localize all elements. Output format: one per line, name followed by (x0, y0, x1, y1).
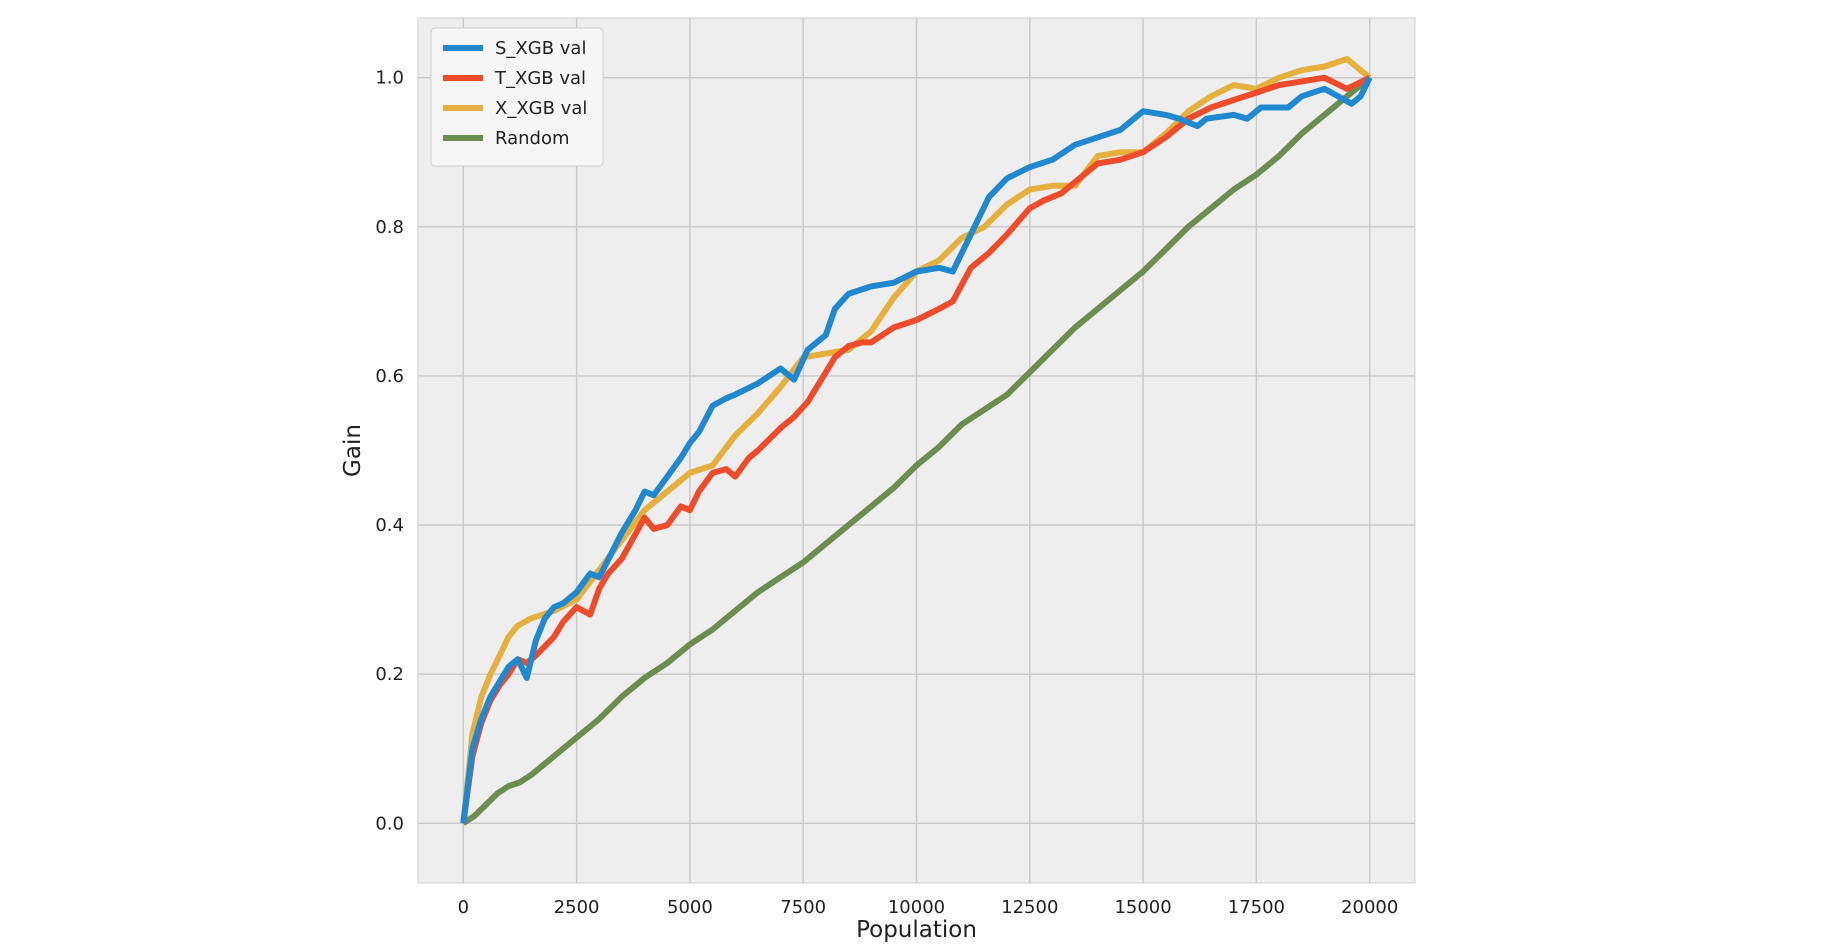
x-tick-label: 17500 (1228, 897, 1285, 918)
grid (418, 18, 1415, 883)
x-tick-label: 5000 (667, 897, 713, 918)
y-tick-label: 0.2 (375, 664, 404, 685)
legend-entry: T_XGB val (494, 68, 586, 89)
legend-entry: Random (495, 128, 570, 149)
y-tick-label: 0.8 (375, 217, 404, 238)
legend: S_XGB val T_XGB val X_XGB val Random (430, 27, 604, 167)
series-layer (460, 56, 1373, 826)
y-tick-label: 0.0 (375, 813, 404, 834)
x-tick-label: 15000 (1114, 897, 1171, 918)
legend-entry: S_XGB val (495, 38, 586, 59)
x-tick-label: 0 (458, 897, 469, 918)
series-line-3 (461, 75, 1372, 826)
x-tick-label: 20000 (1341, 897, 1398, 918)
x-axis-label: Population (856, 917, 977, 943)
x-tick-label: 2500 (554, 897, 600, 918)
series-line-0 (460, 76, 1373, 824)
legend-box (430, 27, 604, 167)
series-line-2 (460, 56, 1372, 824)
series-line-1 (460, 74, 1372, 824)
x-tick-label: 7500 (780, 897, 826, 918)
y-axis-ticks: 0.0 0.2 0.4 0.6 0.8 1.0 (375, 68, 404, 835)
y-tick-label: 0.6 (375, 366, 404, 387)
y-tick-label: 1.0 (375, 68, 404, 89)
x-tick-label: 12500 (1001, 897, 1058, 918)
y-tick-label: 0.4 (375, 515, 404, 536)
y-axis-label: Gain (340, 424, 366, 477)
x-tick-label: 10000 (888, 897, 945, 918)
legend-entry: X_XGB val (495, 98, 587, 119)
x-axis-ticks: 0 2500 5000 7500 10000 12500 15000 17500 20000 (458, 897, 1399, 918)
